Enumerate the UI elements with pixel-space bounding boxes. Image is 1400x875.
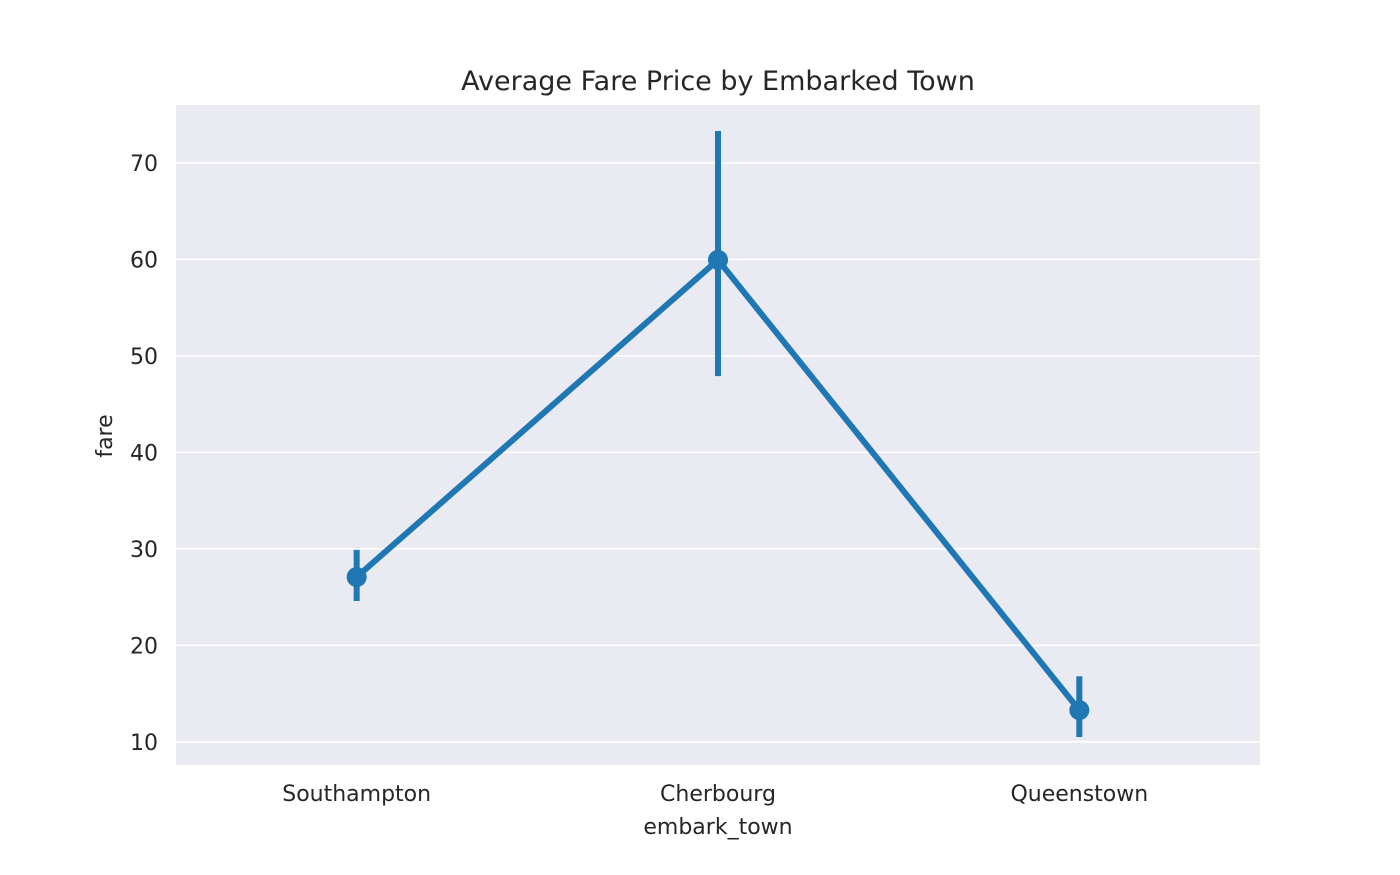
y-tick-label: 50 <box>130 345 158 370</box>
y-tick-labels: 10 20 30 40 50 60 70 <box>130 152 158 756</box>
x-tick-label: Southampton <box>282 782 431 807</box>
data-point <box>708 249 728 270</box>
chart-title: Average Fare Price by Embarked Town <box>461 66 975 97</box>
x-tick-label: Cherbourg <box>660 782 776 807</box>
y-tick-label: 70 <box>130 152 158 177</box>
y-tick-label: 10 <box>130 731 158 756</box>
x-tick-label: Queenstown <box>1010 782 1148 807</box>
series-layer <box>346 131 1090 738</box>
y-tick-label: 20 <box>130 634 158 659</box>
y-tick-label: 30 <box>130 538 158 563</box>
data-point <box>1069 700 1090 721</box>
data-point <box>346 567 367 588</box>
y-tick-label: 60 <box>130 248 158 273</box>
y-tick-label: 40 <box>130 441 158 466</box>
x-tick-labels: Southampton Cherbourg Queenstown <box>282 782 1148 807</box>
x-axis-label: embark_town <box>643 815 792 840</box>
y-axis-label: fare <box>93 414 118 457</box>
